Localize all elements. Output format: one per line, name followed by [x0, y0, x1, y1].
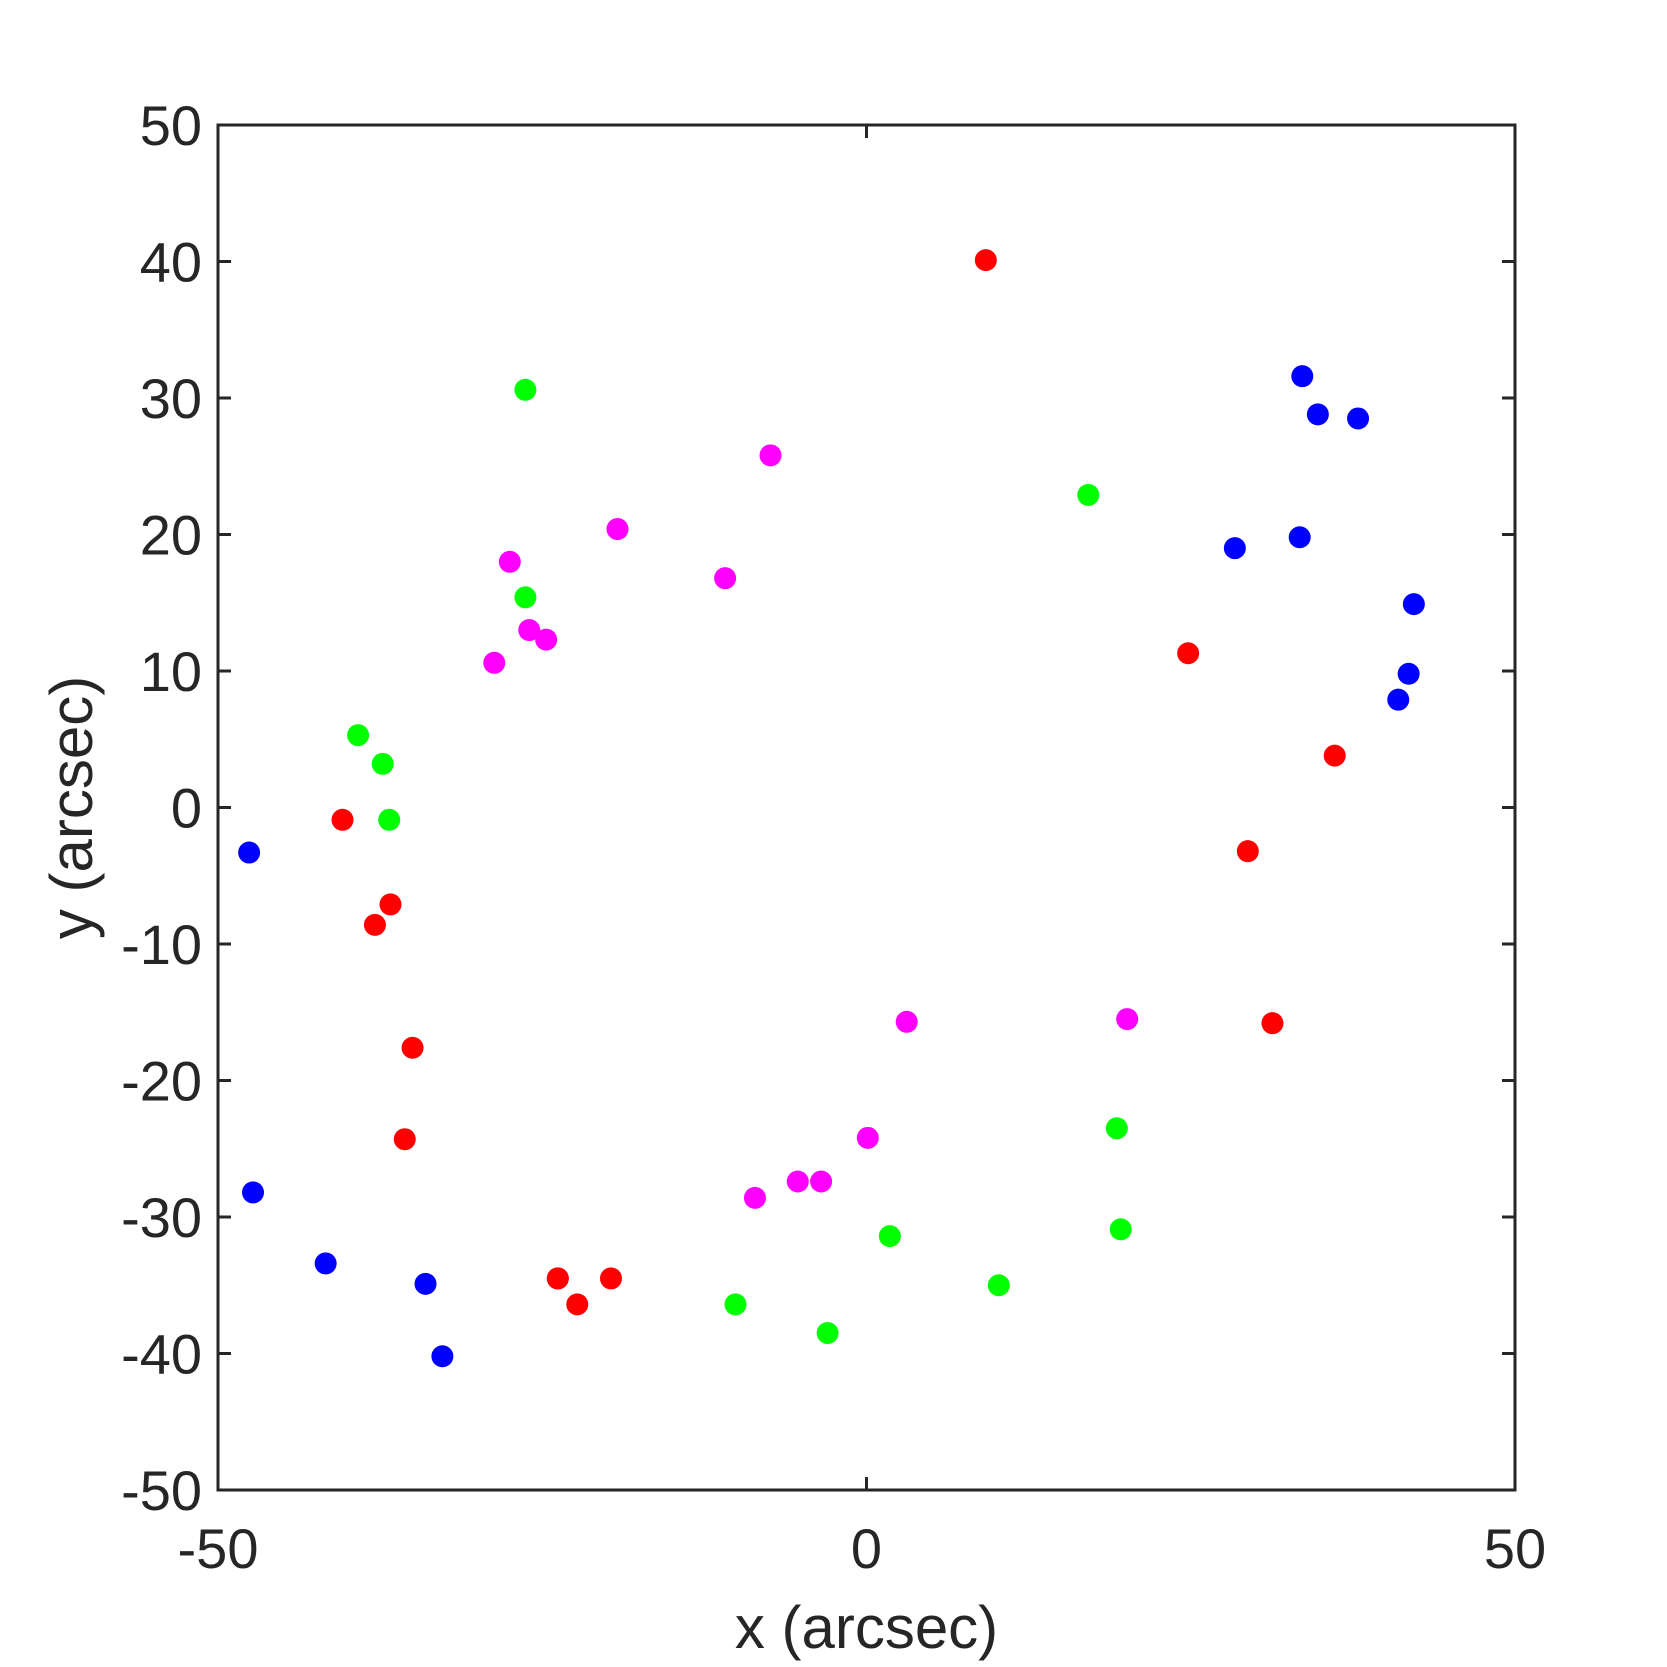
plot-frame: [216, 123, 1517, 1492]
data-point: [1323, 744, 1346, 767]
data-point: [401, 1036, 424, 1059]
y-tick-labels: -50 -40 -30 -20 -10 0 10 20 30 40 50: [121, 94, 202, 1522]
data-point: [1288, 526, 1311, 549]
data-point: [1387, 688, 1410, 711]
data-point: [414, 1272, 437, 1295]
data-point: [483, 651, 506, 674]
data-point: [856, 1126, 879, 1149]
x-axis-label: x (arcsec): [735, 1594, 998, 1661]
x-tick-label: 0: [851, 1517, 882, 1580]
data-point: [1261, 1012, 1284, 1035]
y-tick-label: -40: [121, 1323, 202, 1386]
y-tick-label: -30: [121, 1186, 202, 1249]
y-tick-label: 0: [171, 777, 202, 840]
data-point: [514, 378, 537, 401]
data-point: [599, 1267, 622, 1290]
y-tick-label: 50: [140, 94, 202, 157]
data-point: [1347, 407, 1370, 430]
data-point: [1236, 840, 1259, 863]
data-point: [786, 1170, 809, 1193]
data-point: [378, 808, 401, 831]
data-point: [714, 567, 737, 590]
data-point: [743, 1186, 766, 1209]
data-point: [347, 724, 370, 747]
data-point: [331, 808, 354, 831]
data-point: [546, 1267, 569, 1290]
data-point: [393, 1128, 416, 1151]
data-point: [514, 586, 537, 609]
y-tick-label: 10: [140, 640, 202, 703]
data-point: [371, 752, 394, 775]
y-tick-label: 20: [140, 504, 202, 567]
y-tick-label: -20: [121, 1050, 202, 1113]
data-point: [242, 1181, 265, 1204]
y-tick-label: -50: [121, 1459, 202, 1522]
data-point: [535, 628, 558, 651]
data-point: [606, 518, 629, 541]
data-point: [1223, 537, 1246, 560]
data-points: [238, 249, 1425, 1368]
data-point: [895, 1010, 918, 1033]
y-tick-label: 40: [140, 231, 202, 294]
data-point: [1109, 1218, 1132, 1241]
data-point: [1291, 365, 1314, 388]
data-point: [1077, 483, 1100, 506]
data-point: [379, 893, 402, 916]
data-point: [816, 1322, 839, 1345]
data-point: [878, 1225, 901, 1248]
data-point: [363, 913, 386, 936]
data-point: [1177, 642, 1200, 665]
data-point: [238, 841, 261, 864]
y-axis-label: y (arcsec): [38, 676, 105, 939]
data-point: [1306, 403, 1329, 426]
axis-ticks: [216, 123, 1517, 1492]
data-point: [1397, 662, 1420, 685]
data-point: [974, 249, 997, 272]
data-point: [1402, 593, 1425, 616]
data-point: [518, 619, 541, 642]
data-point: [987, 1274, 1010, 1297]
data-point: [431, 1345, 454, 1368]
data-point: [724, 1293, 747, 1316]
data-point: [566, 1293, 589, 1316]
data-point: [498, 550, 521, 573]
y-tick-label: -10: [121, 913, 202, 976]
data-point: [314, 1252, 337, 1275]
data-point: [1116, 1008, 1139, 1031]
x-tick-label: -50: [178, 1517, 259, 1580]
x-tick-labels: -50 0 50: [178, 1517, 1547, 1580]
data-point: [759, 444, 782, 467]
x-tick-label: 50: [1484, 1517, 1546, 1580]
data-point: [1105, 1117, 1128, 1140]
data-point: [810, 1170, 833, 1193]
y-tick-label: 30: [140, 367, 202, 430]
